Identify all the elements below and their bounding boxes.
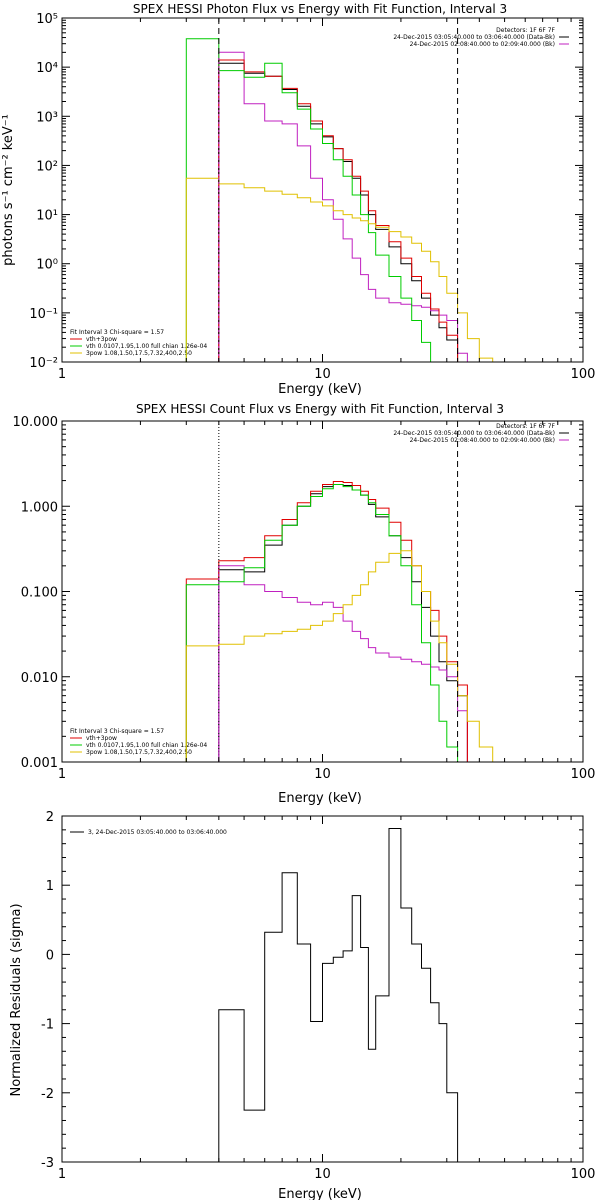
residuals-x-tick-label: 100 xyxy=(571,1167,596,1182)
count-series-4 xyxy=(185,550,494,762)
photon-data-interval-text: 24-Dec-2015 03:05:40.000 to 03:06:40.000… xyxy=(393,34,555,41)
count-detectors-text: Detectors: 1F 6F 7F xyxy=(496,423,555,430)
count-series-2 xyxy=(185,481,468,762)
photon-y-tick-label: 10⁻¹ xyxy=(29,307,58,322)
residuals-y-tick-label: -2 xyxy=(41,1087,54,1102)
count-data-interval-text: 24-Dec-2015 03:05:40.000 to 03:06:40.000… xyxy=(393,430,555,437)
photon-x-tick-label: 100 xyxy=(571,367,596,382)
photon-y-tick-label: 10⁻² xyxy=(29,356,58,371)
photon-y-tick-label: 10¹ xyxy=(36,209,58,224)
residuals-series-0 xyxy=(218,828,459,1162)
photon-x-axis-label: Energy (keV) xyxy=(278,382,362,397)
photon-y-tick-label: 10⁵ xyxy=(36,12,58,27)
residuals-y-tick-label: 0 xyxy=(46,948,54,963)
count-series-3 xyxy=(185,484,459,762)
photon-detectors-text: Detectors: 1F 6F 7F xyxy=(496,27,555,34)
photon-y-tick-label: 10³ xyxy=(36,110,58,125)
count-fit-chisq-text: Fit Interval 3 Chi-square = 1.57 xyxy=(70,728,164,735)
photon-series-0 xyxy=(218,62,459,362)
photon-fit-total-text: vth+3pow xyxy=(86,336,117,343)
count-info-block: Detectors: 1F 6F 7F 24-Dec-2015 03:05:40… xyxy=(393,423,569,444)
count-fit-3pow-text: 3pow 1.08,1.50,17.5,7.32,400,2.50 xyxy=(86,749,192,756)
count-flux-chart: SPEX HESSI Count Flux vs Energy with Fit… xyxy=(13,402,596,806)
count-y-tick-label: 0.001 xyxy=(21,756,58,771)
photon-y-tick-label: 10² xyxy=(36,159,58,174)
residuals-chart: Energy (keV) Normalized Residuals (sigma… xyxy=(9,810,595,1200)
photon-fit-legend: Fit Interval 3 Chi-square = 1.57 vth+3po… xyxy=(70,329,207,357)
residuals-y-tick-label: -1 xyxy=(41,1018,54,1033)
count-bk-interval-text: 24-Dec-2015 02:08:40.000 to 02:09:40.000… xyxy=(410,437,555,444)
photon-y-tick-label: 10⁴ xyxy=(36,61,58,76)
count-x-tick-label: 1 xyxy=(58,767,66,782)
count-fit-legend: Fit Interval 3 Chi-square = 1.57 vth+3po… xyxy=(70,728,207,756)
count-y-tick-label: 0.010 xyxy=(21,671,58,686)
photon-y-axis-label: photons s⁻¹ cm⁻² keV⁻¹ xyxy=(1,114,16,266)
photon-info-block: Detectors: 1F 6F 7F 24-Dec-2015 03:05:40… xyxy=(393,27,569,48)
count-y-tick-label: 1.000 xyxy=(21,500,58,515)
count-chart-title: SPEX HESSI Count Flux vs Energy with Fit… xyxy=(136,402,504,416)
residuals-y-tick-label: 1 xyxy=(46,879,54,894)
residuals-x-axis-label: Energy (keV) xyxy=(278,1187,362,1200)
count-x-axis-label: Energy (keV) xyxy=(278,791,362,806)
count-y-tick-label: 10.000 xyxy=(13,415,59,430)
residuals-y-axis-label: Normalized Residuals (sigma) xyxy=(9,903,24,1096)
photon-series-3 xyxy=(185,38,439,363)
photon-x-tick-label: 1 xyxy=(58,367,66,382)
count-x-tick-label: 100 xyxy=(571,767,596,782)
residuals-x-tick-label: 10 xyxy=(314,1167,331,1182)
count-plot-frame xyxy=(61,420,584,763)
photon-fit-vth-text: vth 0.0107,1.95,1.00 full chian 1.26e-04 xyxy=(86,343,207,350)
count-fit-vth-text: vth 0.0107,1.95,1.00 full chian 1.26e-04 xyxy=(86,742,207,749)
photon-series-1 xyxy=(218,51,468,362)
count-fit-total-text: vth+3pow xyxy=(86,735,117,742)
residuals-y-tick-label: 2 xyxy=(46,810,54,825)
photon-series-4 xyxy=(185,177,494,362)
photon-chart-title: SPEX HESSI Photon Flux vs Energy with Fi… xyxy=(133,2,507,16)
photon-fit-3pow-text: 3pow 1.08,1.50,17.5,7.32,400,2.50 xyxy=(86,350,192,357)
count-series-1 xyxy=(218,565,468,762)
photon-bk-interval-text: 24-Dec-2015 02:08:40.000 to 02:09:40.000… xyxy=(410,41,555,48)
photon-y-tick-label: 10⁰ xyxy=(36,258,58,273)
residuals-y-tick-label: -3 xyxy=(41,1156,54,1171)
count-x-tick-label: 10 xyxy=(314,767,331,782)
residuals-x-tick-label: 1 xyxy=(58,1167,66,1182)
photon-flux-chart: SPEX HESSI Photon Flux vs Energy with Fi… xyxy=(1,2,595,397)
residuals-legend-text: 3, 24-Dec-2015 03:05:40.000 to 03:06:40.… xyxy=(88,829,227,836)
photon-fit-chisq-text: Fit Interval 3 Chi-square = 1.57 xyxy=(70,329,164,336)
photon-x-tick-label: 10 xyxy=(314,367,331,382)
count-y-tick-label: 0.100 xyxy=(21,586,58,601)
count-series-0 xyxy=(218,484,468,762)
